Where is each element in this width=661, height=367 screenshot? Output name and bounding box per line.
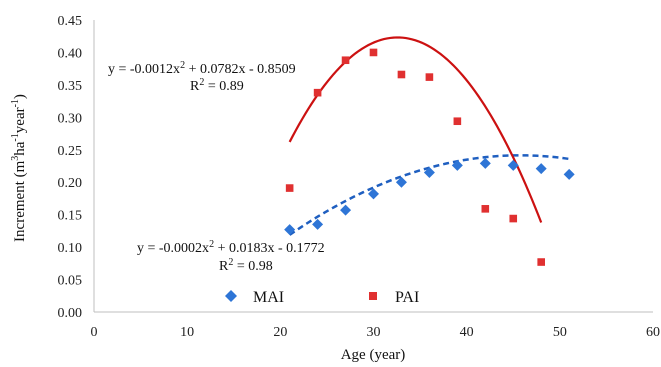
- y-tick-label: 0.10: [58, 241, 83, 256]
- mai-equation: y = -0.0002x2 + 0.0183x - 0.1772 R2 = 0.…: [137, 239, 325, 274]
- pai-r2-text: R2 = 0.89: [190, 77, 244, 94]
- eq-part: y = -0.0002x: [137, 241, 209, 256]
- y-tick-label: 0.40: [58, 46, 83, 61]
- y-tick-label: 0.30: [58, 111, 83, 126]
- mai-point: [284, 224, 296, 236]
- r2-part: = 0.98: [233, 259, 272, 274]
- r2-part: R: [190, 79, 200, 94]
- pai-point: [285, 184, 294, 192]
- r2-part: = 0.89: [204, 79, 243, 94]
- legend-pai-square-icon: [369, 292, 377, 300]
- y-title-sup: 3: [10, 156, 21, 161]
- pai-point: [453, 117, 462, 126]
- eq-sup: 2: [180, 60, 185, 71]
- pai-point: [509, 214, 518, 223]
- mai-point: [535, 163, 547, 175]
- trendlines: [288, 36, 570, 236]
- legend-pai-label: PAI: [395, 289, 419, 306]
- mai-point: [312, 218, 324, 230]
- legend-mai-label: MAI: [253, 289, 284, 306]
- y-title-part: ): [12, 94, 28, 99]
- y-tick-label: 0.25: [58, 144, 83, 159]
- pai-point: [397, 70, 406, 79]
- r2-sup: 2: [199, 77, 204, 88]
- pai-point: [313, 88, 322, 97]
- pai-point: [537, 258, 545, 266]
- pai-point: [369, 48, 378, 57]
- legend: MAI PAI: [225, 289, 419, 306]
- mai-point: [451, 159, 463, 171]
- mai-r2-text: R2 = 0.98: [219, 257, 273, 274]
- mai-point: [479, 157, 491, 169]
- eq-part: + 0.0782x - 0.8509: [185, 62, 296, 77]
- y-tick-label: 0.15: [58, 209, 83, 224]
- y-title-part: Increment (m: [12, 160, 28, 242]
- r2-sup: 2: [228, 257, 233, 268]
- pai-trendline: [288, 36, 543, 223]
- axes: [93, 20, 653, 313]
- y-axis-title: Increment (m3ha-1year-1): [10, 94, 28, 242]
- x-tick-label: 30: [367, 325, 381, 340]
- x-tick-label: 0: [91, 325, 98, 340]
- y-tick-labels: 0.00 0.05 0.10 0.15 0.20 0.25 0.30 0.35 0.40 0.45: [58, 14, 83, 321]
- y-title-sup: -1: [10, 133, 21, 141]
- pai-point: [425, 73, 434, 81]
- pai-equation: y = -0.0012x2 + 0.0782x - 0.8509 R2 = 0.…: [108, 60, 296, 94]
- x-tick-label: 50: [553, 325, 567, 340]
- x-tick-labels: 0 10 20 30 40 50 60: [91, 325, 661, 340]
- y-tick-label: 0.00: [58, 306, 83, 321]
- y-title-sup: -1: [10, 99, 21, 107]
- mai-point: [340, 204, 352, 216]
- r2-part: R: [219, 259, 229, 274]
- x-tick-label: 60: [646, 325, 660, 340]
- pai-equation-text: y = -0.0012x2 + 0.0782x - 0.8509: [108, 60, 296, 77]
- y-tick-label: 0.45: [58, 14, 83, 29]
- legend-mai-diamond-icon: [225, 290, 237, 302]
- mai-point: [395, 176, 407, 188]
- eq-sup: 2: [209, 239, 214, 250]
- pai-point: [341, 56, 350, 65]
- legend-item-pai: PAI: [369, 289, 419, 306]
- x-tick-label: 20: [273, 325, 287, 340]
- mai-point: [423, 166, 435, 178]
- y-tick-label: 0.35: [58, 79, 83, 94]
- mai-equation-text: y = -0.0002x2 + 0.0183x - 0.1772: [137, 239, 325, 256]
- legend-item-mai: MAI: [225, 289, 284, 306]
- mai-point: [368, 188, 379, 200]
- y-tick-label: 0.05: [58, 274, 83, 289]
- x-tick-label: 40: [460, 325, 474, 340]
- y-title-part: year: [12, 107, 28, 133]
- pai-point: [481, 205, 490, 213]
- y-title-part: ha: [12, 141, 28, 156]
- mai-point: [563, 168, 575, 180]
- y-tick-label: 0.20: [58, 176, 83, 191]
- x-tick-label: 10: [180, 325, 194, 340]
- eq-part: + 0.0183x - 0.1772: [214, 241, 325, 256]
- eq-part: y = -0.0012x: [108, 62, 180, 77]
- mai-point: [507, 159, 519, 171]
- x-axis-title: Age (year): [341, 347, 406, 363]
- data-points: [284, 48, 575, 266]
